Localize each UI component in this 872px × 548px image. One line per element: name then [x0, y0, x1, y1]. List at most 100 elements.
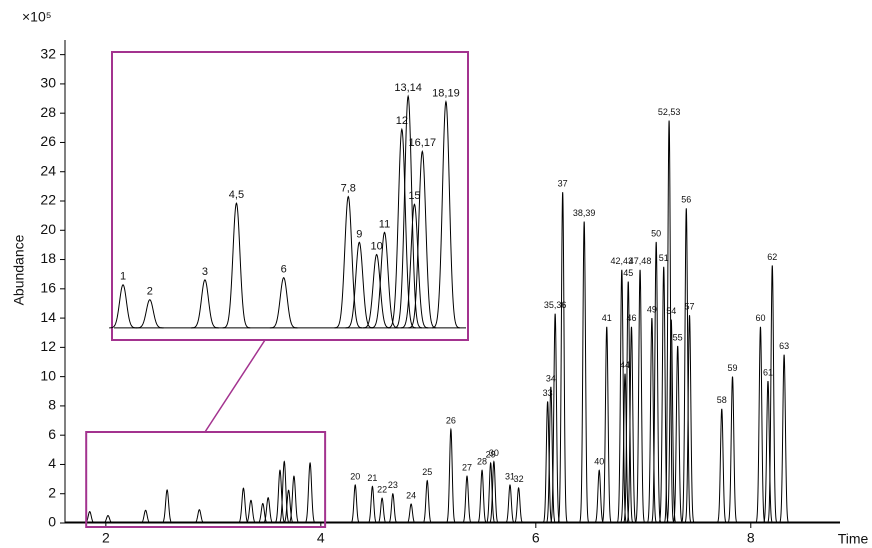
peak — [755, 326, 766, 524]
peak — [191, 279, 219, 329]
x-tick-label: 8 — [747, 530, 755, 546]
peak — [626, 326, 637, 524]
peak-label: 61 — [763, 367, 773, 377]
peak-label: 29 — [486, 449, 496, 459]
peak — [405, 503, 417, 524]
peak — [422, 479, 433, 524]
peak-label: 37 — [558, 179, 568, 189]
peak — [387, 127, 416, 329]
peak-label: 44 — [620, 360, 630, 370]
peak-label: 40 — [594, 457, 604, 467]
peak — [650, 241, 662, 524]
peak-label: 46 — [626, 313, 636, 323]
peak — [672, 345, 683, 524]
peak — [504, 484, 516, 524]
peak — [362, 253, 391, 329]
y-tick-label: 24 — [40, 162, 56, 178]
peak-label: 10 — [371, 240, 383, 252]
peak-label: 41 — [602, 313, 612, 323]
peak-label: 23 — [388, 480, 398, 490]
peak — [663, 120, 675, 524]
peak — [376, 497, 388, 524]
peak — [408, 149, 437, 329]
peak — [476, 469, 488, 524]
peak — [282, 489, 295, 524]
peak — [762, 380, 774, 524]
peak — [262, 497, 275, 524]
peak-label: 13,14 — [394, 82, 422, 94]
peak — [193, 509, 206, 524]
y-scale-label: ×10⁵ — [22, 9, 52, 25]
peak-label: 52,53 — [658, 107, 681, 117]
peak-label: 45 — [623, 268, 633, 278]
peak — [622, 281, 634, 524]
peak — [109, 284, 137, 329]
peak-label: 1 — [120, 271, 126, 283]
y-tick-label: 2 — [48, 484, 56, 500]
peak — [778, 354, 790, 524]
y-tick-label: 18 — [40, 250, 56, 266]
y-tick-label: 6 — [48, 426, 56, 442]
peak — [256, 502, 269, 524]
peak — [634, 269, 646, 524]
peak — [101, 515, 115, 524]
peak-label: 30 — [489, 448, 499, 458]
peak-label: 4,5 — [229, 189, 244, 201]
peak-label: 59 — [728, 363, 738, 373]
peak-label: 62 — [767, 252, 777, 262]
peak-label: 7,8 — [341, 182, 356, 194]
peak — [287, 475, 300, 524]
peak-label: 31 — [505, 471, 515, 481]
peak — [488, 460, 500, 524]
x-tick-label: 4 — [317, 530, 325, 546]
y-tick-label: 22 — [40, 192, 56, 208]
peak — [542, 401, 553, 524]
peak-label: 21 — [367, 473, 377, 483]
peak-label: 20 — [350, 471, 360, 481]
peak-label: 33 — [543, 388, 553, 398]
x-tick-label: 6 — [532, 530, 540, 546]
peak — [684, 315, 695, 524]
peak-label: 55 — [673, 332, 683, 342]
y-tick-label: 14 — [40, 309, 56, 325]
y-tick-label: 30 — [40, 75, 56, 91]
peak-label: 9 — [356, 228, 362, 240]
peak — [370, 231, 399, 329]
peak-label: 60 — [755, 313, 765, 323]
y-axis-label: Abundance — [11, 234, 27, 305]
peak — [387, 492, 398, 524]
y-tick-label: 10 — [40, 367, 56, 383]
peak — [727, 376, 738, 524]
peak-label: 27 — [462, 463, 472, 473]
peak — [658, 266, 670, 524]
peak-label: 15 — [408, 190, 420, 202]
peak — [278, 460, 291, 524]
y-tick-label: 16 — [40, 280, 56, 296]
peak-label: 50 — [651, 228, 661, 238]
peak-label: 3 — [202, 266, 208, 278]
peak-label: 56 — [681, 195, 691, 205]
peak-label: 28 — [477, 457, 487, 467]
peak-label: 35,36 — [544, 300, 567, 310]
peak — [244, 499, 257, 524]
peak — [139, 509, 152, 524]
peak-label: 26 — [446, 416, 456, 426]
peak-label: 2 — [147, 286, 153, 298]
peak — [461, 475, 473, 524]
peak-label: 42,43 — [611, 256, 634, 266]
peak — [400, 203, 429, 329]
peak-label: 51 — [659, 253, 669, 263]
peak-label: 25 — [422, 467, 432, 477]
peak — [578, 221, 590, 524]
zoom-region — [85, 431, 327, 528]
peak — [646, 318, 658, 524]
zoom-connector — [204, 339, 266, 433]
peak — [513, 487, 524, 524]
peak-label: 12 — [396, 115, 408, 127]
peak — [716, 408, 727, 524]
peak-label: 22 — [377, 484, 387, 494]
x-axis-label: Time — [838, 531, 869, 547]
peak — [135, 299, 164, 329]
